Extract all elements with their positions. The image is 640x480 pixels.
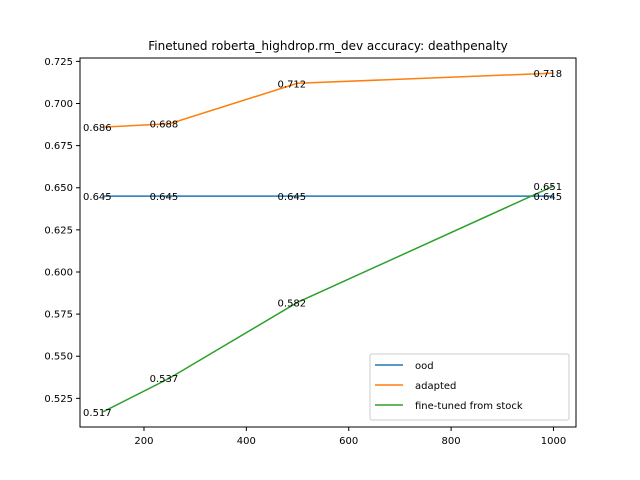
data-labels: 0.645 0.645 0.645 0.645 0.686 0.688 0.712 0.718… xyxy=(83,69,562,419)
data-label: 0.537 xyxy=(150,374,179,385)
data-label: 0.582 xyxy=(278,298,307,309)
data-label: 0.651 xyxy=(533,182,562,193)
y-tick-label: 0.650 xyxy=(44,183,73,194)
data-label: 0.645 xyxy=(83,192,112,203)
y-tick-label: 0.625 xyxy=(44,225,73,236)
legend-label: adapted xyxy=(415,381,456,392)
data-label: 0.686 xyxy=(83,123,112,134)
axis-ticks: 200 400 600 800 1000 0.525 0.550 0.575 0.600 0.62… xyxy=(44,57,566,447)
x-tick-label: 1000 xyxy=(541,436,566,447)
y-tick-label: 0.600 xyxy=(44,267,73,278)
data-label: 0.645 xyxy=(150,192,179,203)
y-tick-label: 0.675 xyxy=(44,141,73,152)
x-tick-label: 400 xyxy=(237,436,256,447)
x-tick-label: 200 xyxy=(134,436,153,447)
data-label: 0.712 xyxy=(278,79,307,90)
data-label: 0.645 xyxy=(278,192,307,203)
chart-title: Finetuned roberta_highdrop.rm_dev accura… xyxy=(148,39,508,53)
data-label: 0.645 xyxy=(533,192,562,203)
series-line-adapted xyxy=(102,72,554,128)
y-tick-label: 0.525 xyxy=(44,394,73,405)
y-tick-label: 0.700 xyxy=(44,99,73,110)
legend: ood adapted fine-tuned from stock xyxy=(369,353,570,421)
legend-label: ood xyxy=(415,361,434,372)
legend-label: fine-tuned from stock xyxy=(415,401,523,412)
y-tick-label: 0.575 xyxy=(44,310,73,321)
x-tick-label: 800 xyxy=(442,436,461,447)
data-label: 0.688 xyxy=(150,120,179,131)
data-label: 0.718 xyxy=(533,69,562,80)
y-tick-label: 0.550 xyxy=(44,352,73,363)
legend-box xyxy=(369,353,570,421)
plot-area xyxy=(102,72,554,413)
axes-frame xyxy=(79,57,577,428)
data-label: 0.517 xyxy=(83,408,112,419)
x-tick-label: 600 xyxy=(339,436,358,447)
series-line-fine-tuned-from-stock xyxy=(102,185,554,413)
y-tick-label: 0.725 xyxy=(44,57,73,68)
